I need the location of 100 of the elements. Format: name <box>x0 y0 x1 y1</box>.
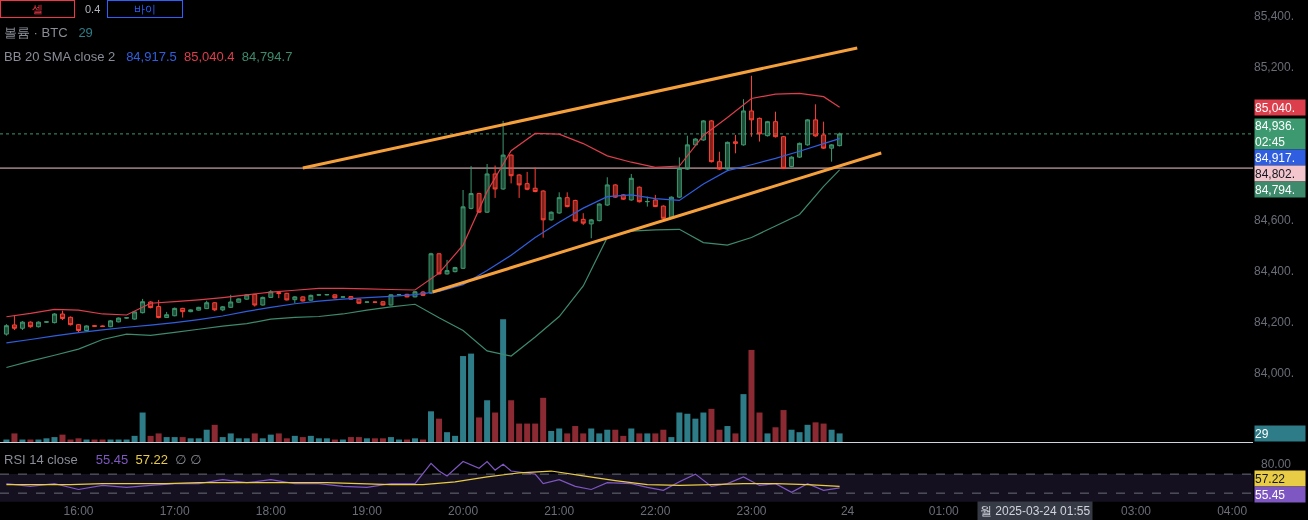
bar <box>307 435 314 442</box>
bar <box>596 433 603 442</box>
candlestick <box>260 296 266 307</box>
bar <box>500 319 507 442</box>
bar <box>580 433 587 442</box>
candlestick <box>276 291 282 299</box>
candlestick <box>108 319 114 328</box>
bar <box>780 410 787 442</box>
bar <box>75 438 82 442</box>
bar <box>275 433 282 442</box>
candlestick <box>388 293 394 307</box>
candlestick <box>340 296 346 299</box>
candlestick <box>508 153 514 184</box>
candlestick <box>708 119 714 163</box>
x-tick-label: 04:00 <box>1217 504 1248 518</box>
text: 85,040.4 <box>183 49 235 64</box>
y-tick-label: 84,000. <box>1254 365 1295 380</box>
candlestick <box>789 155 794 168</box>
candlestick <box>228 294 234 309</box>
bar <box>363 438 370 442</box>
bar <box>748 349 755 442</box>
candlestick <box>68 316 73 326</box>
candlestick <box>372 300 378 304</box>
candlestick <box>356 298 362 305</box>
text: 85,040. <box>1255 100 1296 115</box>
bar <box>788 429 795 442</box>
candlestick <box>380 300 386 307</box>
y-tick-label: 85,400. <box>1254 8 1295 23</box>
x-tick-label: 20:00 <box>448 504 479 518</box>
bar <box>283 438 290 442</box>
text: 55.45 <box>1255 487 1286 502</box>
text: 57.22 <box>1255 471 1286 486</box>
annotation: 바이 <box>134 3 156 15</box>
bar <box>804 424 811 442</box>
bar <box>179 437 186 442</box>
candlestick <box>765 120 770 137</box>
bar <box>460 356 467 442</box>
bar <box>323 438 330 442</box>
bar <box>11 433 18 442</box>
annotation: BB 20 SMA close 2 <box>4 49 116 64</box>
candlestick <box>556 191 562 215</box>
bar <box>227 433 234 442</box>
candlestick <box>164 311 170 319</box>
candlestick <box>516 173 522 199</box>
bar <box>572 426 579 442</box>
x-tick-label: 16:00 <box>63 504 94 518</box>
bar <box>828 429 835 442</box>
bar <box>267 434 274 442</box>
x-tick-label: 24 <box>840 504 855 518</box>
text: 월 2025-03-24 01:55 <box>980 504 1091 518</box>
candlestick <box>596 202 602 222</box>
ref-line-label: 84,802. <box>1255 166 1296 181</box>
candlestick <box>212 301 218 312</box>
candlestick <box>749 75 754 138</box>
candlestick <box>308 294 314 302</box>
bar <box>700 412 707 442</box>
bar <box>131 435 138 442</box>
text: 29 <box>1255 426 1269 441</box>
annotation: 볼륨 · BTC <box>4 25 68 40</box>
candlestick <box>76 323 81 334</box>
bar <box>444 432 451 442</box>
annotation: 55.45 <box>95 452 129 467</box>
bar <box>740 394 747 442</box>
candlestick <box>132 310 138 321</box>
x-tick-label: 23:00 <box>736 504 767 518</box>
candlestick <box>100 324 106 328</box>
bar <box>660 429 667 442</box>
candlestick <box>436 252 442 275</box>
bar <box>411 438 418 442</box>
candlestick <box>724 141 730 171</box>
candlestick <box>92 324 97 328</box>
bar <box>379 438 386 442</box>
text: 84,794.7 <box>241 49 293 64</box>
candlestick <box>580 212 586 226</box>
candlestick <box>500 120 506 191</box>
bar <box>588 428 595 442</box>
candlestick <box>564 191 570 208</box>
line-series <box>5 169 841 369</box>
bar <box>604 429 611 442</box>
bar <box>147 435 154 442</box>
x-tick-label: 03:00 <box>1121 504 1152 518</box>
bar <box>620 435 627 442</box>
bar <box>468 353 475 442</box>
bar <box>676 412 683 442</box>
x-tick-label: 01:00 <box>928 504 960 518</box>
candlestick <box>813 103 819 138</box>
candlestick <box>220 305 226 312</box>
candlestick <box>700 119 706 142</box>
candlestick <box>468 165 474 210</box>
bar <box>235 438 242 442</box>
bar <box>315 438 322 442</box>
bar <box>532 423 539 442</box>
bar <box>628 428 635 442</box>
bar <box>612 429 619 442</box>
bar <box>508 400 515 442</box>
bar <box>59 434 66 442</box>
bar <box>484 400 491 442</box>
bar <box>796 432 803 442</box>
bar <box>820 423 827 442</box>
bar <box>772 427 779 442</box>
